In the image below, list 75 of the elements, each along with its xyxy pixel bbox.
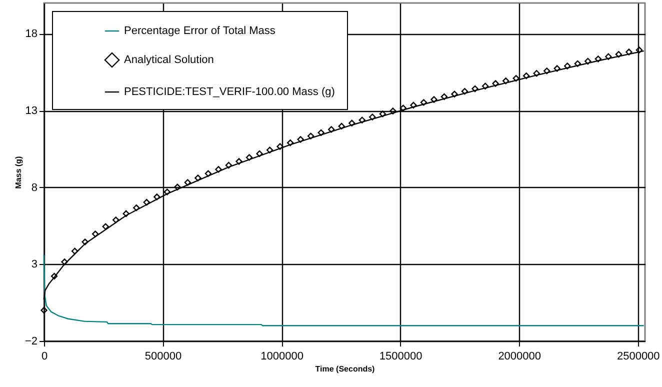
point — [102, 223, 109, 230]
point — [615, 50, 622, 58]
point — [307, 132, 314, 140]
point — [318, 129, 324, 136]
point — [564, 62, 571, 70]
point — [184, 179, 192, 186]
y-tick-label: 8 — [31, 182, 38, 194]
point — [133, 204, 140, 212]
point — [154, 194, 160, 200]
point — [338, 122, 345, 130]
point — [390, 108, 396, 114]
point — [522, 72, 530, 80]
point — [164, 188, 170, 196]
point — [236, 158, 242, 165]
y-tick-label: 13 — [25, 105, 38, 118]
y-axis-title: Mass (g) — [14, 156, 23, 189]
point — [584, 58, 592, 65]
x-tick-label: 1500000 — [379, 350, 422, 362]
point — [50, 272, 58, 280]
x-axis-title: Time (Seconds) — [315, 364, 376, 374]
legend-label: Analytical Solution — [124, 54, 214, 66]
point — [194, 174, 202, 182]
point — [430, 96, 438, 103]
y-tick-label: 3 — [31, 258, 38, 271]
point — [502, 78, 510, 84]
legend-label: Percentage Error of Total Mass — [124, 25, 276, 37]
y-tick-label: −2 — [24, 336, 38, 348]
point — [40, 306, 48, 314]
y-tick-label: 18 — [25, 28, 38, 40]
point — [82, 238, 88, 246]
point — [544, 68, 550, 74]
point — [461, 88, 468, 95]
point — [348, 120, 356, 126]
point — [482, 82, 489, 90]
point — [605, 53, 612, 60]
point — [420, 99, 428, 106]
point — [143, 198, 150, 206]
point — [225, 162, 232, 169]
legend-label: PESTICIDE:TEST_VERIF-100.00 Mass (g) — [124, 86, 335, 98]
point — [276, 143, 284, 150]
point — [574, 60, 581, 68]
point — [636, 46, 643, 54]
point — [122, 210, 130, 217]
point — [286, 139, 294, 146]
point — [246, 154, 253, 161]
point — [61, 258, 68, 266]
point — [174, 184, 181, 190]
point — [358, 116, 366, 124]
point — [451, 90, 458, 98]
point — [554, 65, 560, 72]
x-tick-label: 2500000 — [616, 350, 660, 362]
point — [512, 74, 520, 82]
x-tick-label: 2000000 — [498, 350, 542, 362]
point — [410, 102, 417, 109]
point — [594, 56, 602, 62]
point — [204, 170, 212, 177]
point — [266, 146, 274, 154]
x-tick-label: 500000 — [144, 350, 182, 362]
point — [492, 80, 499, 87]
point — [297, 136, 304, 143]
point — [92, 230, 99, 238]
point — [626, 48, 632, 56]
point — [472, 85, 478, 92]
point — [256, 150, 263, 158]
point — [215, 166, 222, 173]
x-tick-label: 0 — [41, 350, 48, 362]
point — [400, 104, 407, 112]
x-tick-label: 1000000 — [260, 350, 304, 362]
point — [328, 126, 335, 133]
point — [533, 70, 540, 77]
point — [369, 114, 376, 120]
point — [112, 216, 120, 224]
point — [379, 110, 386, 118]
point — [71, 248, 78, 254]
point — [440, 93, 448, 100]
